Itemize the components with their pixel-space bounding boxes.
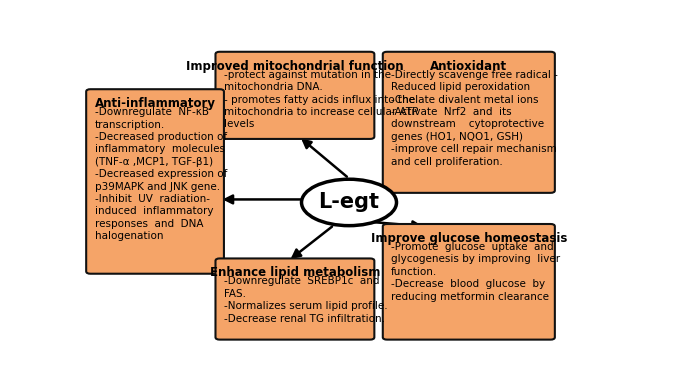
- Text: -Downregulate  NF-κB
transcription.
-Decreased production of
inflammatory  molec: -Downregulate NF-κB transcription. -Decr…: [95, 107, 227, 241]
- Text: Improved mitochondrial function: Improved mitochondrial function: [186, 60, 404, 73]
- Text: Anti-inflammatory: Anti-inflammatory: [95, 97, 216, 110]
- FancyBboxPatch shape: [215, 258, 375, 340]
- Ellipse shape: [302, 179, 396, 226]
- FancyBboxPatch shape: [383, 224, 555, 340]
- Text: -Directly scavenge free radical -
Reduced lipid peroxidation
-Chelate divalent m: -Directly scavenge free radical - Reduce…: [391, 70, 558, 166]
- Text: -Promote  glucose  uptake  and
glycogenesis by improving  liver
function.
-Decre: -Promote glucose uptake and glycogenesis…: [391, 242, 560, 301]
- FancyBboxPatch shape: [383, 52, 555, 193]
- Text: -protect against mutation in the
mitochondria DNA.
- promotes fatty acids influx: -protect against mutation in the mitocho…: [224, 70, 418, 130]
- Text: Improve glucose homeostasis: Improve glucose homeostasis: [370, 232, 567, 245]
- Text: -Downregulate  SREBP1c  and
FAS.
-Normalizes serum lipid profile.
-Decrease rena: -Downregulate SREBP1c and FAS. -Normaliz…: [224, 277, 387, 324]
- FancyBboxPatch shape: [86, 89, 224, 274]
- FancyBboxPatch shape: [215, 52, 375, 139]
- Text: Enhance lipid metabolism: Enhance lipid metabolism: [210, 266, 380, 279]
- Text: Antioxidant: Antioxidant: [430, 60, 507, 73]
- Text: L-egt: L-egt: [319, 193, 379, 212]
